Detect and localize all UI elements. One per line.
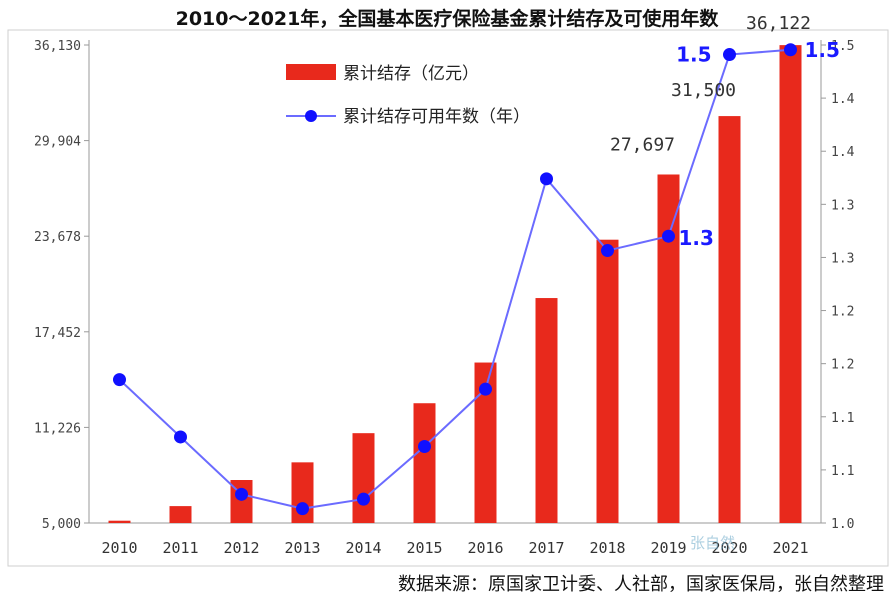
bar-data-label: 36,122 (746, 13, 811, 34)
x-tick-label: 2010 (101, 539, 137, 557)
bar (352, 433, 375, 523)
left-tick-label: 23,678 (34, 230, 81, 245)
source-note: 数据来源：原国家卫计委、人社部，国家医保局，张自然整理 (398, 574, 884, 595)
x-tick-label: 2018 (589, 539, 625, 557)
right-tick-label: 1.4 (831, 92, 855, 107)
series-line (118, 48, 791, 510)
bar (230, 480, 253, 523)
line-data-label: 1.3 (679, 226, 714, 250)
right-tick-label: 1.4 (831, 145, 855, 160)
bar-data-label: 27,697 (610, 134, 675, 155)
right-tick-label: 1.0 (831, 517, 854, 532)
right-tick-label: 1.5 (831, 39, 854, 54)
line-point (540, 172, 553, 186)
x-tick-label: 2011 (162, 539, 198, 557)
line-point (784, 43, 797, 57)
x-axis: 2010 2011 2012 2013 2014 2015 2016 2017 2018 2019… (101, 539, 808, 557)
chart-title: 2010～2021年，全国基本医疗保险基金累计结存及可使用年数 (175, 8, 719, 30)
data-labels: 27,697 31,500 36,122 1.3 1.5 1.5 (610, 13, 840, 250)
legend: 累计结存（亿元） 累计结存可用年数（年） (286, 64, 530, 127)
bar (779, 45, 802, 524)
x-tick-label: 2012 (223, 539, 259, 557)
plot-border (7, 29, 889, 567)
bar-data-label: 31,500 (671, 80, 736, 101)
line-data-label: 1.5 (676, 43, 711, 67)
bar (169, 506, 192, 523)
x-tick-label: 2019 (650, 539, 686, 557)
line-point (113, 373, 126, 387)
left-tick-label: 29,904 (34, 135, 81, 150)
right-tick-label: 1.2 (831, 305, 854, 320)
x-tick-label: 2015 (406, 539, 442, 557)
line-point (418, 440, 431, 454)
x-tick-label: 2014 (345, 539, 381, 557)
watermark: 张自然 (690, 534, 735, 552)
right-tick-label: 1.2 (831, 358, 854, 373)
x-tick-label: 2021 (772, 539, 808, 557)
left-tick-label: 36,130 (34, 39, 81, 54)
line-point (296, 502, 309, 516)
line-series (113, 43, 797, 516)
right-tick-label: 1.1 (831, 411, 854, 426)
line-point (723, 48, 736, 62)
left-tick-label: 17,452 (34, 326, 81, 341)
bar (718, 116, 741, 523)
legend-bar-swatch (286, 64, 336, 80)
line-point (601, 244, 614, 258)
x-tick-label: 2013 (284, 539, 320, 557)
right-tick-label: 1.3 (831, 198, 854, 213)
bar (108, 520, 131, 523)
left-tick-label: 11,226 (34, 421, 81, 436)
bar (474, 362, 497, 523)
line-point (174, 430, 187, 444)
right-tick-label: 1.1 (831, 464, 854, 479)
bar (535, 298, 558, 523)
line-data-label: 1.5 (805, 38, 840, 62)
x-tick-label: 2016 (467, 539, 503, 557)
bar (413, 403, 436, 523)
left-y-axis: 5,000 11,226 17,452 23,678 29,904 36,130 (34, 39, 89, 532)
legend-line-label: 累计结存可用年数（年） (343, 107, 530, 127)
bar (657, 174, 680, 523)
line-point (479, 382, 492, 396)
line-point (662, 229, 675, 243)
legend-line-marker (305, 110, 317, 122)
bar (596, 239, 619, 523)
line-point (357, 492, 370, 506)
right-y-axis: 1.0 1.1 1.1 1.2 1.2 1.3 1.3 1.4 1.4 1.5 (821, 39, 855, 532)
line-point (235, 487, 248, 501)
legend-bar-label: 累计结存（亿元） (343, 64, 479, 84)
x-tick-label: 2017 (528, 539, 564, 557)
right-tick-label: 1.3 (831, 251, 854, 266)
left-tick-label: 5,000 (42, 517, 81, 532)
x-tick-label: 2020 (711, 539, 747, 557)
